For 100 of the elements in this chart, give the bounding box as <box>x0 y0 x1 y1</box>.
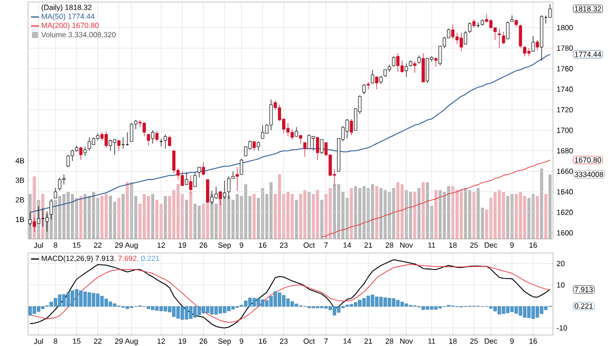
candlestick <box>308 134 311 149</box>
bar <box>58 196 62 239</box>
bar <box>413 192 416 239</box>
bar <box>392 298 396 307</box>
bar <box>142 194 146 239</box>
bar <box>328 188 332 239</box>
candlestick <box>502 31 506 44</box>
bar <box>456 190 459 239</box>
bar <box>252 194 256 239</box>
bar <box>146 196 150 239</box>
bar <box>278 292 282 307</box>
bar <box>544 194 548 239</box>
candlestick <box>66 154 70 168</box>
bar <box>70 194 74 239</box>
bar <box>400 184 404 239</box>
candlestick <box>269 99 273 131</box>
candlestick <box>130 122 134 142</box>
candlestick <box>236 166 239 192</box>
candlestick <box>498 28 501 48</box>
bar <box>498 190 501 239</box>
candlestick <box>252 141 256 152</box>
candlestick <box>413 61 416 74</box>
bar <box>388 298 392 307</box>
candlestick <box>468 22 472 34</box>
bar <box>354 302 358 307</box>
bar <box>362 186 366 239</box>
candlestick <box>400 60 404 74</box>
bar <box>66 292 70 307</box>
candlestick <box>404 63 408 78</box>
candlestick <box>168 135 172 147</box>
bar <box>176 184 180 239</box>
candlestick <box>104 130 108 148</box>
bar <box>227 196 230 239</box>
candlestick <box>151 130 154 144</box>
bar <box>151 194 154 239</box>
candlestick <box>202 162 206 176</box>
bar <box>540 306 544 314</box>
bar <box>536 306 540 318</box>
candlestick <box>303 142 306 158</box>
candlestick <box>58 177 62 192</box>
bar <box>79 196 82 239</box>
bar <box>384 190 387 239</box>
bar <box>332 184 336 239</box>
bar <box>375 186 378 239</box>
bar <box>502 306 506 314</box>
bar <box>62 194 66 239</box>
candlestick <box>316 137 320 160</box>
candlestick <box>536 40 539 50</box>
candlestick <box>193 172 197 187</box>
bar <box>523 196 526 239</box>
bar <box>531 306 535 319</box>
bar <box>252 298 256 307</box>
bar <box>83 292 87 307</box>
bar <box>493 306 497 312</box>
bar <box>438 190 442 239</box>
bar <box>527 306 531 318</box>
bar <box>548 174 552 239</box>
bar <box>193 204 196 239</box>
candlestick <box>256 141 260 152</box>
bar <box>518 306 522 316</box>
bar <box>464 188 468 239</box>
bar <box>426 306 430 310</box>
bar <box>104 194 108 239</box>
candlestick <box>54 187 58 198</box>
bar <box>100 196 104 239</box>
candlestick <box>290 128 294 140</box>
candlestick <box>523 46 526 57</box>
candlestick <box>506 21 510 40</box>
candlestick <box>426 58 430 84</box>
candlestick <box>375 76 378 90</box>
bar <box>370 294 374 307</box>
candlestick <box>28 212 32 226</box>
bar <box>426 182 429 239</box>
bar <box>210 306 214 315</box>
bar <box>198 206 201 239</box>
bar <box>350 188 353 239</box>
candlestick <box>240 158 244 175</box>
bar <box>510 306 514 312</box>
bar <box>460 190 463 239</box>
bar <box>164 196 167 239</box>
bar <box>36 306 40 312</box>
candlestick <box>548 4 552 18</box>
candlestick <box>286 122 290 137</box>
bar <box>126 306 130 309</box>
bar <box>189 192 192 239</box>
bar <box>88 196 91 239</box>
candlestick <box>370 69 374 84</box>
bar <box>358 188 362 239</box>
bar <box>396 182 400 239</box>
candlestick <box>464 30 468 44</box>
bar <box>502 192 506 239</box>
bar <box>260 299 264 307</box>
bar <box>409 192 412 239</box>
bar <box>74 289 78 307</box>
bar <box>294 304 298 307</box>
bar <box>447 186 450 239</box>
bar <box>92 192 96 239</box>
candlestick <box>451 24 454 40</box>
candlestick <box>518 24 522 48</box>
candlestick <box>510 15 514 22</box>
